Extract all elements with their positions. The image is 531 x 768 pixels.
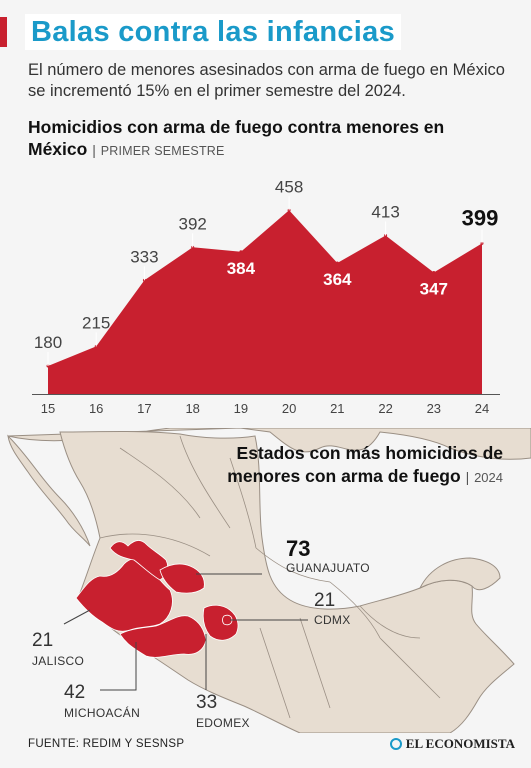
chart-value-label-18: 392 [179, 214, 207, 233]
chart-title: Homicidios con arma de fuego contra meno… [28, 116, 508, 162]
leader-jalisco [63, 609, 91, 625]
page-subtitle: El número de menores asesinados con arma… [28, 61, 505, 100]
chart-x-tick-23: 23 [427, 401, 441, 416]
state-name-michoacan: MICHOACÁN [64, 706, 141, 720]
map-title-year: 2024 [474, 470, 503, 485]
chart-x-tick-18: 18 [185, 401, 199, 416]
chart-value-label-15: 180 [34, 333, 62, 352]
chart-x-tick-22: 22 [378, 401, 392, 416]
chart-value-label-20: 458 [275, 177, 303, 196]
chart-x-tick-24: 24 [475, 401, 489, 416]
map-title: Estados con más homicidios de menores co… [203, 442, 503, 489]
mexico-map [7, 428, 531, 733]
chart-value-label-21: 364 [323, 270, 352, 289]
map-title-separator: | [465, 469, 470, 485]
chart-point-24 [480, 241, 484, 245]
chart-x-tick-16: 16 [89, 401, 103, 416]
state-name-guanajuato: GUANAJUATO [286, 561, 370, 575]
map-land-yucatan [418, 557, 501, 591]
state-name-jalisco: JALISCO [32, 654, 85, 668]
state-value-jalisco: 21 [32, 630, 54, 651]
map-state-borders [99, 435, 441, 719]
chart-title-main: Homicidios con arma de fuego contra meno… [28, 117, 445, 159]
chart-x-tick-17: 17 [137, 401, 151, 416]
chart-value-label-23: 347 [420, 280, 448, 299]
chart-x-tick-21: 21 [330, 401, 344, 416]
chart-value-label-17: 333 [130, 247, 158, 266]
map-land-baja [7, 434, 91, 547]
area-chart: 180 15 215 16 333 17 392 18 384 19 458 20 364 21 413 22… [32, 177, 500, 416]
chart-x-tick-19: 19 [234, 401, 248, 416]
title-bar: Balas contra las infancias [0, 14, 402, 50]
state-name-cdmx: CDMX [314, 613, 351, 627]
chart-title-separator: | [92, 142, 96, 158]
chart-point-19 [239, 250, 243, 254]
chart-x-tick-20: 20 [282, 401, 296, 416]
chart-point-21 [335, 261, 339, 265]
chart-point-23 [432, 271, 436, 274]
chart-point-18 [191, 245, 195, 249]
state-name-edomex: EDOMEX [196, 716, 250, 730]
source-note: FUENTE: REDIM Y SESNSP [28, 738, 185, 750]
brand-icon [389, 738, 402, 750]
map-state-cdmx [222, 614, 233, 626]
map-highlight-states [75, 540, 239, 658]
title-box: Balas contra las infancias [25, 14, 402, 50]
chart-area-series [48, 210, 482, 394]
chart-value-label-19: 384 [227, 259, 256, 278]
state-value-cdmx: 21 [314, 590, 336, 611]
state-value-guanajuato: 73 [286, 536, 311, 561]
title-accent-bar [0, 17, 7, 47]
leader-michoacan [100, 642, 137, 691]
map-title-main: Estados con más homicidios de menores co… [227, 443, 503, 486]
map-state-jalisco [75, 558, 173, 632]
map-state-edomex [202, 604, 239, 641]
brand-logo: EL ECONOMISTA [389, 736, 515, 752]
chart-value-label-22: 413 [371, 203, 399, 222]
chart-value-label-24: 399 [462, 205, 499, 230]
chart-x-tick-15: 15 [41, 401, 55, 416]
map-leader-lines [63, 573, 308, 691]
chart-value-label-16: 215 [82, 313, 110, 332]
brand-name: EL ECONOMISTA [405, 736, 515, 751]
state-value-edomex: 33 [196, 692, 218, 713]
map-state-guanajuato [159, 563, 205, 594]
map-state-nayarit-zacatecas [109, 540, 168, 581]
page-title: Balas contra las infancias [31, 15, 396, 48]
state-value-michoacan: 42 [64, 682, 86, 703]
chart-title-period: PRIMER SEMESTRE [100, 144, 225, 158]
